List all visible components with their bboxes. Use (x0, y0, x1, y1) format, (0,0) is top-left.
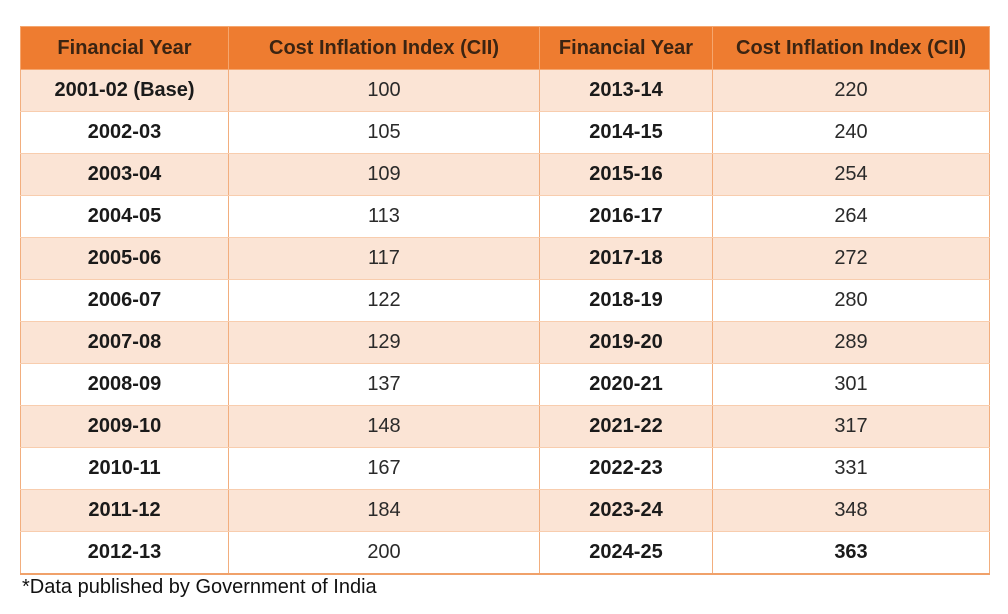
cii-value-cell: 100 (228, 69, 540, 112)
financial-year-cell: 2001-02 (Base) (20, 69, 229, 112)
cii-value-cell: 331 (712, 447, 990, 490)
financial-year-cell: 2009-10 (20, 405, 229, 448)
financial-year-cell: 2020-21 (539, 363, 713, 406)
financial-year-cell: 2014-15 (539, 111, 713, 154)
financial-year-cell: 2011-12 (20, 489, 229, 532)
header-cii-left: Cost Inflation Index (CII) (228, 26, 540, 70)
financial-year-cell: 2022-23 (539, 447, 713, 490)
table-row: 2008-09 137 2020-21 301 (20, 363, 990, 406)
financial-year-cell: 2015-16 (539, 153, 713, 196)
cii-value-cell: 220 (712, 69, 990, 112)
financial-year-cell: 2021-22 (539, 405, 713, 448)
cii-value-cell: 137 (228, 363, 540, 406)
financial-year-cell: 2006-07 (20, 279, 229, 322)
table-row: 2007-08 129 2019-20 289 (20, 321, 990, 364)
source-footnote: *Data published by Government of India (22, 576, 377, 598)
cii-value-cell: 301 (712, 363, 990, 406)
cii-value-cell: 122 (228, 279, 540, 322)
table-row: 2004-05 113 2016-17 264 (20, 195, 990, 238)
header-cii-right: Cost Inflation Index (CII) (712, 26, 990, 70)
cii-value-cell: 148 (228, 405, 540, 448)
financial-year-cell: 2018-19 (539, 279, 713, 322)
financial-year-cell: 2003-04 (20, 153, 229, 196)
cii-value-cell: 317 (712, 405, 990, 448)
cii-value-cell: 184 (228, 489, 540, 532)
table-row: 2003-04 109 2015-16 254 (20, 153, 990, 196)
cii-value-cell: 129 (228, 321, 540, 364)
financial-year-cell: 2012-13 (20, 531, 229, 575)
cii-value-cell: 348 (712, 489, 990, 532)
financial-year-cell: 2008-09 (20, 363, 229, 406)
financial-year-cell: 2010-11 (20, 447, 229, 490)
header-financial-year-right: Financial Year (539, 26, 713, 70)
table-header-row: Financial Year Cost Inflation Index (CII… (20, 26, 990, 70)
cii-table-container: Financial Year Cost Inflation Index (CII… (20, 26, 990, 575)
financial-year-cell: 2023-24 (539, 489, 713, 532)
financial-year-cell: 2013-14 (539, 69, 713, 112)
cii-value-cell: 105 (228, 111, 540, 154)
table-row: 2006-07 122 2018-19 280 (20, 279, 990, 322)
cii-value-cell: 289 (712, 321, 990, 364)
table-row: 2005-06 117 2017-18 272 (20, 237, 990, 280)
cii-value-cell: 240 (712, 111, 990, 154)
cii-value-cell-latest: 363 (712, 531, 990, 575)
financial-year-cell: 2002-03 (20, 111, 229, 154)
cii-value-cell: 254 (712, 153, 990, 196)
cii-value-cell: 117 (228, 237, 540, 280)
table-row: 2001-02 (Base) 100 2013-14 220 (20, 69, 990, 112)
financial-year-cell: 2016-17 (539, 195, 713, 238)
financial-year-cell: 2007-08 (20, 321, 229, 364)
financial-year-cell: 2019-20 (539, 321, 713, 364)
financial-year-cell: 2004-05 (20, 195, 229, 238)
table-row: 2011-12 184 2023-24 348 (20, 489, 990, 532)
cii-value-cell: 264 (712, 195, 990, 238)
header-financial-year-left: Financial Year (20, 26, 229, 70)
table-row: 2009-10 148 2021-22 317 (20, 405, 990, 448)
cii-table: Financial Year Cost Inflation Index (CII… (20, 26, 990, 575)
financial-year-cell: 2017-18 (539, 237, 713, 280)
cii-value-cell: 167 (228, 447, 540, 490)
cii-value-cell: 109 (228, 153, 540, 196)
table-row: 2010-11 167 2022-23 331 (20, 447, 990, 490)
financial-year-cell: 2005-06 (20, 237, 229, 280)
cii-value-cell: 113 (228, 195, 540, 238)
financial-year-cell: 2024-25 (539, 531, 713, 575)
cii-value-cell: 272 (712, 237, 990, 280)
cii-value-cell: 200 (228, 531, 540, 575)
table-row: 2002-03 105 2014-15 240 (20, 111, 990, 154)
cii-value-cell: 280 (712, 279, 990, 322)
table-row: 2012-13 200 2024-25 363 (20, 531, 990, 575)
